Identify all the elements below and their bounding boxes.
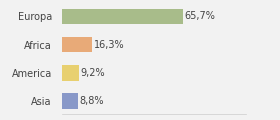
Bar xyxy=(62,37,92,52)
Text: 16,3%: 16,3% xyxy=(94,40,124,50)
Text: 8,8%: 8,8% xyxy=(80,96,104,106)
Bar xyxy=(62,9,183,24)
Bar xyxy=(62,65,79,81)
Bar xyxy=(62,93,78,109)
Text: 65,7%: 65,7% xyxy=(185,11,216,21)
Text: 9,2%: 9,2% xyxy=(80,68,105,78)
